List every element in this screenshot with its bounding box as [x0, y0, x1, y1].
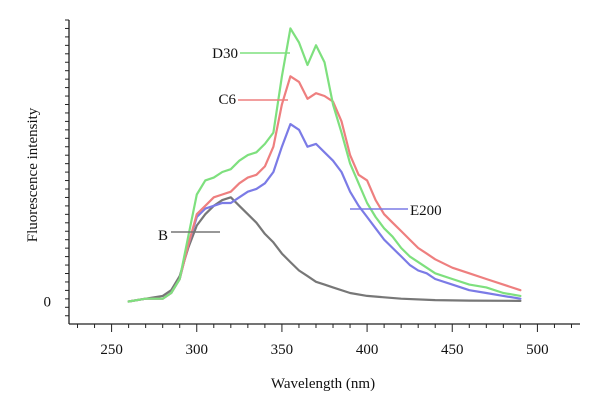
series-labels: D30 C6 E200 B [158, 46, 442, 244]
x-tick-label: 450 [441, 342, 464, 358]
x-tick-label: 400 [356, 342, 379, 358]
series-label-b: B [158, 228, 168, 244]
axes: 250 300 350 400 450 500 0 [44, 19, 580, 358]
series-label-c6: C6 [218, 92, 236, 108]
series-line-c6 [127, 75, 522, 303]
x-tick-label: 250 [100, 342, 123, 358]
x-tick-label: 500 [526, 342, 549, 358]
x-axis-label: Wavelength (nm) [271, 376, 375, 392]
series-label-e200: E200 [410, 203, 442, 219]
series-line-d30 [127, 27, 522, 303]
x-tick-label: 350 [271, 342, 294, 358]
y-tick-label: 0 [44, 294, 52, 310]
series-group [127, 27, 522, 303]
series-label-d30: D30 [212, 46, 238, 62]
y-axis-label: Fluorescence intensity [25, 107, 41, 242]
x-tick-label: 300 [186, 342, 209, 358]
series-line-e200 [127, 123, 522, 303]
